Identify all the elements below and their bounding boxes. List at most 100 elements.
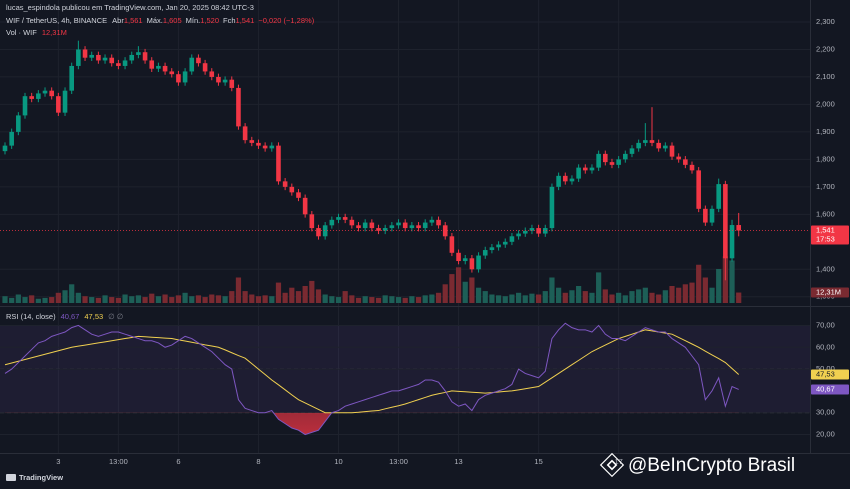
- candle-body: [69, 65, 74, 91]
- candle-body: [436, 219, 441, 226]
- y-tick-label: 2,300: [816, 17, 835, 26]
- volume-bar: [122, 294, 128, 303]
- rsi-axis-label: 47,53: [816, 369, 835, 378]
- candle-body: [476, 255, 481, 270]
- brand: TradingView: [19, 473, 63, 482]
- volume-bar: [302, 286, 308, 303]
- axes: 313:00681013:001315171,3001,4001,6001,70…: [56, 17, 849, 466]
- candle-body: [556, 175, 561, 187]
- volume-bar: [349, 295, 355, 303]
- volume-bar: [562, 292, 568, 303]
- candle-body: [122, 60, 128, 66]
- candle-body: [562, 175, 568, 182]
- candle-body: [29, 96, 34, 99]
- candle-body: [649, 140, 655, 143]
- volume-legend: Vol · WIF 12,31M: [6, 28, 67, 37]
- candle-body: [603, 153, 608, 163]
- candle-body: [623, 153, 628, 160]
- volume-bar: [275, 282, 282, 303]
- volume-bar: [195, 295, 202, 303]
- y-tick-label: 1,900: [816, 127, 835, 136]
- candle-body: [596, 153, 601, 168]
- candle-body: [149, 60, 155, 69]
- volume-bar: [309, 280, 315, 303]
- candle-body: [576, 167, 581, 179]
- volume-bar: [702, 277, 708, 303]
- candle-body: [449, 236, 455, 253]
- x-tick-label: 13:00: [109, 457, 128, 466]
- rsi-ma-value: 47,53: [84, 312, 103, 321]
- candle-body: [396, 222, 401, 226]
- candle-body: [269, 145, 275, 149]
- candle-body: [569, 178, 575, 182]
- volume-label: 12,31M: [816, 288, 841, 297]
- oversold-fill: [258, 412, 332, 435]
- volume-bar: [389, 296, 395, 303]
- volume-bar: [175, 295, 182, 303]
- volume-bar: [556, 287, 562, 303]
- candle-body: [336, 217, 341, 220]
- candle-body: [2, 145, 8, 152]
- volume-bar: [362, 296, 368, 303]
- volume-bar: [115, 297, 121, 303]
- volume-bar: [522, 295, 528, 303]
- volume-bar: [415, 297, 422, 303]
- candle-body: [416, 225, 421, 229]
- candle-body: [542, 228, 548, 234]
- candle-body: [469, 258, 475, 270]
- volume-bar: [189, 296, 195, 303]
- candle-body: [162, 65, 168, 72]
- volume-bar: [329, 296, 335, 303]
- volume-bar: [576, 286, 582, 303]
- x-tick-label: 3: [56, 457, 60, 466]
- volume-bar: [455, 267, 462, 303]
- candle-body: [643, 140, 648, 143]
- candle-body: [723, 184, 728, 259]
- candle-body: [683, 159, 688, 165]
- volume-bar: [489, 294, 495, 303]
- candle-body: [142, 52, 148, 61]
- volume-bar: [649, 292, 655, 303]
- y-tick-label: 70,00: [816, 320, 835, 329]
- volume-bar: [95, 297, 101, 303]
- candle-body: [42, 90, 48, 94]
- volume-bar: [509, 294, 515, 303]
- volume-bar: [435, 292, 442, 303]
- candle-body: [482, 250, 488, 256]
- volume-bar: [69, 284, 75, 303]
- candle-body: [129, 54, 135, 61]
- change: −0,020 (−1,28%): [258, 16, 314, 25]
- candle-body: [536, 228, 541, 234]
- volume-bar: [202, 297, 208, 303]
- volume-bar: [629, 291, 635, 303]
- candle-body: [389, 225, 395, 229]
- volume-bar: [35, 298, 41, 303]
- volume-bar: [49, 297, 55, 303]
- volume-bar: [542, 291, 548, 303]
- ohlc-value: 1,561: [124, 16, 143, 25]
- y-tick-label: 50,00: [816, 364, 835, 373]
- volume-bar: [382, 295, 388, 303]
- y-tick-label: 20,00: [816, 430, 835, 439]
- y-tick-label: 1,800: [816, 154, 835, 163]
- volume-bar: [142, 297, 148, 303]
- candle-body: [729, 225, 735, 259]
- rsi-icons: ∅ ∅: [108, 312, 124, 321]
- rsi-title: RSI (14, close): [6, 312, 56, 321]
- candle-body: [169, 71, 175, 75]
- ohlc-value: 1,520: [200, 16, 219, 25]
- candle-body: [82, 49, 88, 58]
- candle-body: [236, 87, 241, 127]
- rsi-label-box: [811, 369, 849, 380]
- candle-body: [249, 140, 255, 143]
- volume-bar: [355, 297, 362, 303]
- y-tick-label: 1,400: [816, 264, 835, 273]
- y-tick-label: 1,700: [816, 182, 835, 191]
- candle-body: [329, 219, 335, 226]
- candle-body: [703, 208, 708, 223]
- candle-body: [502, 241, 508, 245]
- volume-bar: [9, 297, 15, 303]
- candle-body: [376, 228, 381, 231]
- volume-bar: [495, 295, 502, 303]
- volume-label-box: [811, 287, 849, 298]
